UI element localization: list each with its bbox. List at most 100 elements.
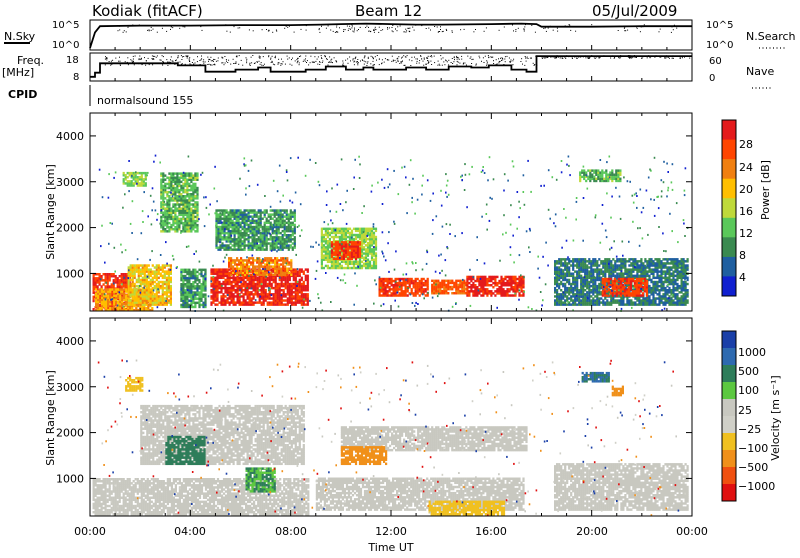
heat-cell [478, 292, 480, 294]
heat-cell [323, 234, 325, 236]
heat-cell [345, 241, 347, 243]
heat-cell [355, 261, 357, 263]
heat-cell [101, 307, 103, 309]
nave-dot [250, 63, 251, 64]
heat-cell [558, 283, 560, 285]
heat-cell [588, 262, 590, 264]
nsearch-dot [352, 26, 353, 27]
heat-cell [301, 283, 303, 285]
heat-cell [494, 282, 496, 284]
heat-cell [596, 275, 598, 277]
nsearch-dot [660, 29, 661, 30]
nave-dot [618, 57, 619, 58]
nave-dot [125, 61, 126, 62]
heat-cell [381, 284, 383, 286]
heat-cell [150, 295, 152, 297]
nsearch-dot [591, 24, 592, 25]
heat-cell [99, 281, 101, 283]
heat-cell [510, 278, 512, 280]
heat-cell [107, 295, 109, 297]
heat-cell [401, 288, 403, 290]
nave-dot [242, 65, 243, 66]
nave-dot [368, 58, 369, 59]
heat-cell [246, 261, 248, 263]
nave-dot [321, 58, 322, 59]
heat-cell [97, 295, 99, 297]
heat-cell [268, 274, 270, 276]
nave-dot [115, 58, 116, 59]
freq-panel: Freq. [MHz] 18 8 60 0 Nave [2, 53, 774, 88]
nsearch-dot [486, 27, 487, 28]
heat-cell [295, 297, 297, 299]
nave-dot [261, 65, 262, 66]
heat-cell [277, 285, 279, 287]
nsearch-dot [276, 30, 277, 31]
heat-cell [612, 264, 614, 266]
nave-dot [668, 56, 669, 57]
heat-cell [594, 281, 596, 283]
heat-cell [291, 291, 293, 293]
heat-cell [333, 265, 335, 267]
nave-dot [498, 58, 499, 59]
nave-dot [536, 65, 537, 66]
heat-cell [148, 285, 150, 287]
heat-cell [158, 281, 160, 283]
heat-cell [115, 297, 117, 299]
heat-cell [389, 286, 391, 288]
nave-dot [186, 55, 187, 56]
heat-cell [628, 275, 630, 277]
heat-cell [630, 275, 632, 277]
heat-cell [265, 289, 267, 291]
heat-cell [331, 241, 333, 243]
heat-cell [325, 257, 327, 259]
heat-cell [198, 281, 200, 283]
heat-cell [371, 250, 373, 252]
nave-dot [264, 64, 265, 65]
nave-dot [364, 55, 365, 56]
nave-dot [249, 64, 250, 65]
heat-cell [249, 301, 251, 303]
heat-cell [335, 241, 337, 243]
nave-dot [647, 57, 648, 58]
heat-cell [295, 295, 297, 297]
heat-cell [570, 291, 572, 293]
heat-cell [190, 275, 192, 277]
heat-cell [196, 283, 198, 285]
heat-cell [156, 285, 158, 287]
heat-cell [244, 259, 246, 261]
heat-cell [299, 281, 301, 283]
heat-cell [449, 286, 451, 288]
heat-cell [500, 278, 502, 280]
heat-cell [644, 275, 646, 277]
heat-cell [459, 280, 461, 282]
nave-dot [431, 56, 432, 57]
heat-cell [488, 278, 490, 280]
heat-cell [594, 279, 596, 281]
nsearch-dot [358, 29, 359, 30]
heat-cell [136, 293, 138, 295]
nave-dot [304, 60, 305, 61]
heat-cell [588, 273, 590, 275]
heat-cell [307, 295, 309, 297]
heat-cell [166, 291, 168, 293]
heat-cell [486, 288, 488, 290]
nave-dot [364, 57, 365, 58]
heat-cell [119, 303, 121, 305]
heat-cell [562, 262, 564, 264]
nave-dot [321, 55, 322, 56]
heat-cell [244, 263, 246, 265]
heat-cell [202, 281, 204, 283]
heat-cell [270, 261, 272, 263]
heat-cell [254, 265, 256, 267]
nave-dot [479, 57, 480, 58]
heat-cell [125, 295, 127, 297]
nsearch-dot [343, 29, 344, 30]
heat-cell [409, 282, 411, 284]
heat-cell [299, 279, 301, 281]
nave-dot [315, 61, 316, 62]
heat-cell [413, 284, 415, 286]
nave-dot [589, 58, 590, 59]
nave-dot [428, 62, 429, 63]
heat-cell [363, 248, 365, 250]
nsearch-dot [319, 28, 320, 29]
